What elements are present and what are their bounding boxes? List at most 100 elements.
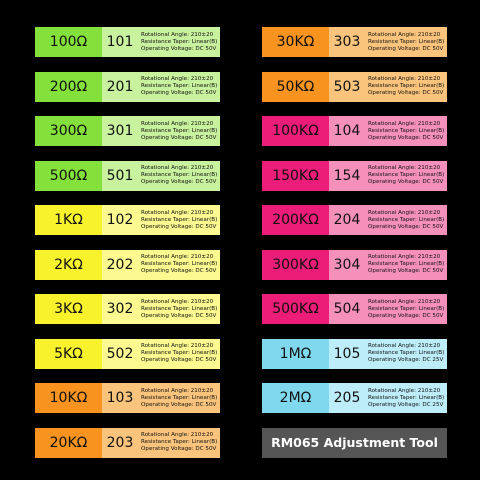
spec-line: Rotational Angle: 210±20 [368, 209, 441, 216]
spec-line: Rotational Angle: 210±20 [141, 165, 214, 171]
spec-block: Rotational Angle: 210±20 Resistance Taper… [138, 383, 220, 413]
resistance-value: 300Ω [35, 116, 102, 146]
resistance-value: 200KΩ [262, 205, 329, 235]
spec-line: Operating Voltage: DC 50V [141, 179, 217, 185]
spec-block: Rotational Angle: 210±20 Resistance Taper… [138, 116, 220, 146]
spec-line: Rotational Angle: 210±20 [368, 343, 441, 349]
spec-line: Resistance Taper: Linear(B) [368, 350, 445, 356]
resistor-label: 200KΩ 204 Rotational Angle: 210±20 Resistan… [262, 205, 447, 235]
spec-block: Rotational Angle: 210±20 Resistance Taper… [365, 27, 447, 57]
resistance-code: 502 [102, 338, 138, 369]
spec-block: Rotational Angle: 210±20 Resistance Taper… [138, 160, 220, 191]
spec-line: Operating Voltage: DC 50V [368, 134, 444, 141]
resistance-code: 301 [102, 116, 138, 146]
spec-line: Resistance Taper: Linear(B) [141, 305, 218, 312]
resistance-value: 200Ω [35, 71, 102, 102]
resistance-value: 10KΩ [35, 383, 102, 413]
spec-line: Resistance Taper: Linear(B) [368, 127, 445, 134]
resistor-label: 300Ω 301 Rotational Angle: 210±20 Resistanc… [35, 116, 220, 146]
spec-line: Rotational Angle: 210±20 [141, 254, 214, 260]
spec-block: Rotational Angle: 210±20 Resistance Taper… [365, 383, 447, 413]
spec-line: Rotational Angle: 210±20 [141, 387, 214, 394]
spec-line: Resistance Taper: Linear(B) [141, 350, 218, 356]
spec-line: Resistance Taper: Linear(B) [368, 83, 445, 89]
resistance-value: 2MΩ [262, 383, 329, 413]
resistor-label: 200Ω 201 Rotational Angle: 210±20 Resistanc… [35, 71, 220, 102]
spec-block: Rotational Angle: 210±20 Resistance Taper… [138, 71, 220, 102]
spec-line: Rotational Angle: 210±20 [368, 120, 441, 127]
spec-line: Rotational Angle: 210±20 [368, 387, 441, 394]
resistance-code: 201 [102, 71, 138, 102]
spec-line: Operating Voltage: DC 50V [141, 223, 217, 230]
spec-line: Operating Voltage: DC 50V [368, 223, 444, 230]
spec-line: Operating Voltage: DC 50V [141, 357, 217, 363]
spec-line: Rotational Angle: 210±20 [141, 31, 214, 38]
spec-line: Operating Voltage: DC 50V [141, 90, 217, 96]
resistance-code: 101 [102, 27, 138, 57]
resistance-value: 500Ω [35, 160, 102, 191]
spec-line: Rotational Angle: 210±20 [141, 76, 214, 82]
spec-line: Rotational Angle: 210±20 [141, 209, 214, 216]
spec-line: Operating Voltage: DC 50V [368, 268, 444, 274]
spec-line: Operating Voltage: DC 50V [141, 45, 217, 52]
resistance-code: 503 [329, 71, 365, 102]
resistance-value: 30KΩ [262, 27, 329, 57]
spec-line: Operating Voltage: DC 50V [368, 179, 444, 185]
spec-line: Rotational Angle: 210±20 [368, 31, 441, 38]
spec-line: Operating Voltage: DC 50V [368, 45, 444, 52]
resistor-label: 150KΩ 154 Rotational Angle: 210±20 Resistan… [262, 160, 447, 191]
resistor-label: 100Ω 101 Rotational Angle: 210±20 Resistanc… [35, 27, 220, 57]
spec-line: Rotational Angle: 210±20 [368, 254, 441, 260]
spec-line: Rotational Angle: 210±20 [368, 165, 441, 171]
spec-line: Rotational Angle: 210±20 [141, 343, 214, 349]
resistor-label: 5KΩ 502 Rotational Angle: 210±20 Resistance… [35, 338, 220, 369]
spec-line: Operating Voltage: DC 50V [368, 312, 444, 319]
resistor-label: 500KΩ 504 Rotational Angle: 210±20 Resistan… [262, 294, 447, 324]
spec-block: Rotational Angle: 210±20 Resistance Taper… [138, 427, 220, 458]
resistance-value: 3KΩ [35, 294, 102, 324]
spec-line: Rotational Angle: 210±20 [368, 76, 441, 82]
resistance-code: 104 [329, 116, 365, 146]
spec-line: Operating Voltage: DC 50V [141, 446, 217, 452]
spec-block: Rotational Angle: 210±20 Resistance Taper… [365, 205, 447, 235]
spec-line: Resistance Taper: Linear(B) [368, 394, 445, 401]
spec-line: Resistance Taper: Linear(B) [141, 38, 218, 45]
resistance-code: 302 [102, 294, 138, 324]
resistor-label: 2MΩ 205 Rotational Angle: 210±20 Resistance… [262, 383, 447, 413]
spec-line: Resistance Taper: Linear(B) [368, 261, 445, 267]
spec-line: Operating Voltage: DC 25V [368, 401, 444, 408]
spec-line: Operating Voltage: DC 50V [141, 134, 217, 141]
resistance-value: 1MΩ [262, 338, 329, 369]
resistor-label: 20KΩ 203 Rotational Angle: 210±20 Resistanc… [35, 427, 220, 458]
spec-line: Resistance Taper: Linear(B) [141, 127, 218, 134]
resistor-label: 2KΩ 202 Rotational Angle: 210±20 Resistance… [35, 249, 220, 280]
resistance-code: 102 [102, 205, 138, 235]
spec-line: Rotational Angle: 210±20 [141, 432, 214, 438]
spec-block: Rotational Angle: 210±20 Resistance Taper… [138, 249, 220, 280]
spec-line: Rotational Angle: 210±20 [368, 298, 441, 305]
spec-line: Resistance Taper: Linear(B) [368, 38, 445, 45]
spec-line: Resistance Taper: Linear(B) [368, 172, 445, 178]
resistance-value: 300KΩ [262, 249, 329, 280]
spec-line: Operating Voltage: DC 50V [368, 90, 444, 96]
spec-line: Resistance Taper: Linear(B) [368, 216, 445, 223]
resistor-label: 1KΩ 102 Rotational Angle: 210±20 Resistance… [35, 205, 220, 235]
resistor-label: 10KΩ 103 Rotational Angle: 210±20 Resistanc… [35, 383, 220, 413]
resistance-value: 5KΩ [35, 338, 102, 369]
resistance-code: 504 [329, 294, 365, 324]
resistance-value: 50KΩ [262, 71, 329, 102]
resistance-value: 100Ω [35, 27, 102, 57]
resistance-code: 105 [329, 338, 365, 369]
resistance-code: 501 [102, 160, 138, 191]
spec-block: Rotational Angle: 210±20 Resistance Taper… [365, 294, 447, 324]
spec-line: Operating Voltage: DC 50V [141, 401, 217, 408]
resistance-code: 202 [102, 249, 138, 280]
spec-line: Operating Voltage: DC 50V [141, 268, 217, 274]
spec-block: Rotational Angle: 210±20 Resistance Taper… [365, 116, 447, 146]
spec-line: Rotational Angle: 210±20 [141, 120, 214, 127]
resistor-label: 3KΩ 302 Rotational Angle: 210±20 Resistance… [35, 294, 220, 324]
resistor-label: 300KΩ 304 Rotational Angle: 210±20 Resistan… [262, 249, 447, 280]
resistor-label: 30KΩ 303 Rotational Angle: 210±20 Resistanc… [262, 27, 447, 57]
spec-line: Resistance Taper: Linear(B) [141, 394, 218, 401]
